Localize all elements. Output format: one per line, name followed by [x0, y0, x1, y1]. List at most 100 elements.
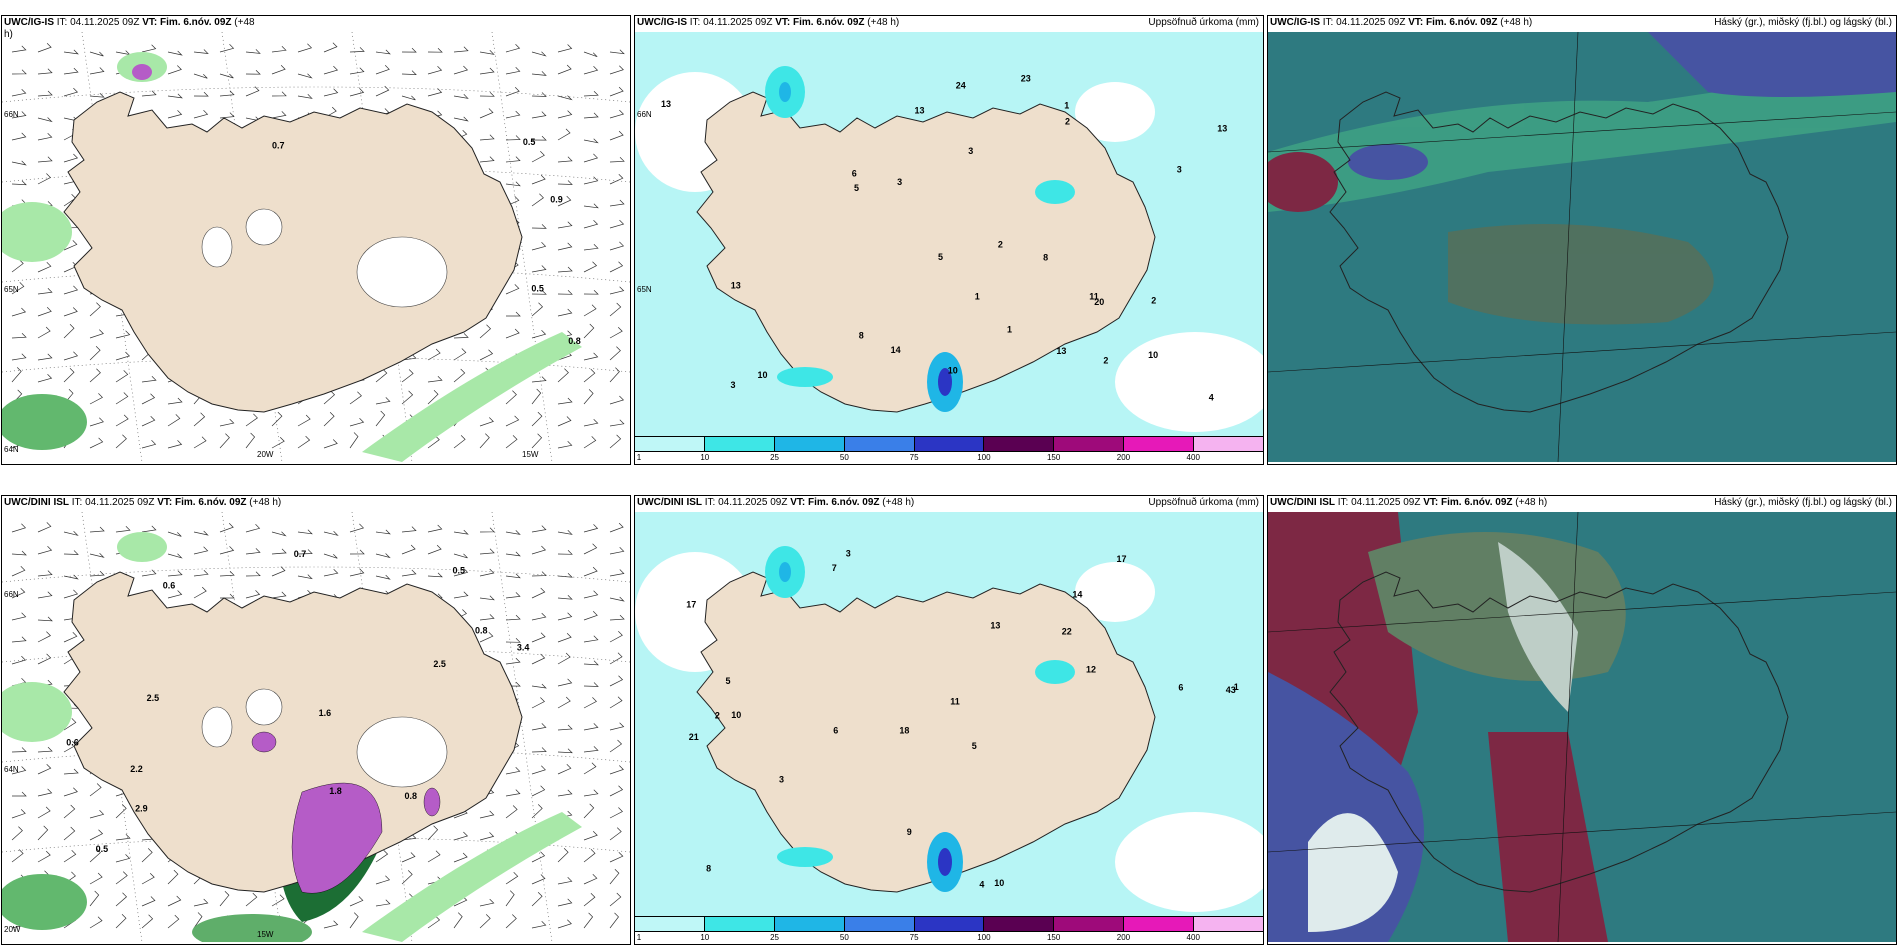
wind-barb — [297, 529, 313, 535]
wind-barb — [583, 112, 599, 119]
colorbar-segment — [984, 917, 1055, 931]
wind-barb — [37, 262, 52, 273]
wind-barb — [479, 595, 495, 601]
wind-barb — [479, 134, 495, 141]
value-label: 1 — [1064, 100, 1069, 110]
value-label: 0.7 — [272, 141, 285, 151]
wind-barb — [427, 435, 440, 449]
wind-barb — [453, 65, 469, 75]
wind-barb — [583, 436, 597, 449]
wind-barb — [375, 875, 391, 885]
wind-barb — [245, 432, 256, 449]
value-label: 10 — [948, 366, 958, 376]
wind-barb — [167, 914, 180, 929]
wind-barb — [193, 49, 209, 54]
wind-barb — [531, 653, 546, 665]
wind-barb — [557, 64, 572, 75]
wind-barb — [401, 834, 417, 841]
wind-barb — [37, 788, 53, 797]
wind-barb — [89, 393, 103, 405]
wind-barb — [479, 92, 495, 97]
graticule-label: 65N — [637, 285, 652, 294]
wind-barb — [505, 181, 521, 187]
wind-barb — [583, 566, 598, 577]
wind-barb — [583, 892, 596, 907]
colorbar — [635, 436, 1263, 452]
wind-barb — [531, 765, 546, 775]
wind-barb — [271, 111, 287, 119]
wind-barb — [323, 88, 339, 97]
value-label: 43 — [1226, 685, 1236, 695]
wind-barb — [167, 414, 181, 427]
wind-barb — [37, 631, 51, 643]
wind-barb — [557, 594, 573, 600]
wind-barb — [37, 68, 53, 75]
wind-barb — [609, 675, 624, 687]
wind-barb — [557, 290, 573, 295]
wind-barb — [583, 219, 599, 229]
wind-barb — [557, 652, 571, 665]
precip-core — [779, 82, 791, 102]
wind-barb — [219, 418, 235, 427]
wind-barb — [427, 348, 441, 361]
panel-field-title: Háský (gr.), miðský (fj.bl.) og lágský (… — [1714, 497, 1892, 508]
wind-barb — [11, 612, 27, 621]
colorbar-tick: 1 — [636, 933, 642, 942]
wind-barb — [557, 748, 573, 754]
wind-barb — [193, 530, 209, 536]
wind-barb — [583, 51, 598, 58]
wind-barb — [245, 49, 261, 54]
wind-barb — [63, 574, 79, 580]
wind-barb — [11, 550, 27, 556]
graticule — [1268, 32, 1896, 462]
wind-barb — [375, 849, 389, 863]
wind-barb — [583, 746, 599, 753]
wind-barb — [583, 323, 595, 339]
dry-area — [1115, 812, 1263, 912]
high-cloud — [1268, 152, 1338, 212]
wind-barb — [115, 370, 129, 383]
wind-barb — [11, 826, 23, 841]
wind-barb — [323, 920, 339, 929]
wind-barb — [583, 660, 599, 666]
colorbar — [635, 916, 1263, 932]
wind-barb — [609, 631, 623, 643]
wind-barb — [297, 94, 313, 99]
wind-barb — [245, 590, 261, 599]
snow-patch — [132, 64, 152, 80]
colorbar-segment — [635, 437, 705, 451]
value-label: 6 — [833, 726, 838, 736]
wind-barb — [557, 128, 571, 141]
wind-barb — [609, 596, 625, 602]
wind-barb — [115, 392, 129, 405]
colorbar-segment — [704, 437, 775, 451]
longitude-line — [1557, 32, 1579, 462]
precip-core — [777, 367, 833, 387]
colorbar-tick: 400 — [1186, 933, 1200, 942]
wind-barb — [375, 85, 390, 97]
value-label: 8 — [1043, 252, 1048, 262]
wind-barb — [11, 307, 27, 317]
precip-patch — [2, 874, 87, 930]
wind-barb — [557, 156, 573, 163]
colorbar-segment — [1124, 437, 1195, 451]
wind-barb — [583, 203, 599, 209]
wind-barb — [63, 307, 78, 317]
wind-barb — [583, 682, 599, 687]
colorbar-segment — [774, 437, 845, 451]
wind-barb — [583, 368, 596, 383]
value-label: 6 — [1178, 682, 1183, 692]
graticule-label: 20W — [257, 450, 274, 459]
wind-barb — [11, 849, 24, 863]
latitude-line — [2, 86, 630, 103]
value-labels: 0.5 0.5 0.6 0.8 1.8 2.5 2.2 2.9 3.4 2.5 0.6 0.7 0.8 1… — [66, 549, 529, 854]
value-label: 1.8 — [329, 786, 342, 796]
wind-barb — [37, 307, 52, 317]
wind-barb — [505, 789, 521, 797]
latitude-line — [1268, 591, 1896, 633]
wind-barb — [505, 805, 518, 819]
wind-barb — [479, 417, 494, 427]
graticule-label: 64N — [4, 445, 19, 454]
wind-barb — [297, 414, 311, 427]
wind-barb — [37, 90, 53, 97]
